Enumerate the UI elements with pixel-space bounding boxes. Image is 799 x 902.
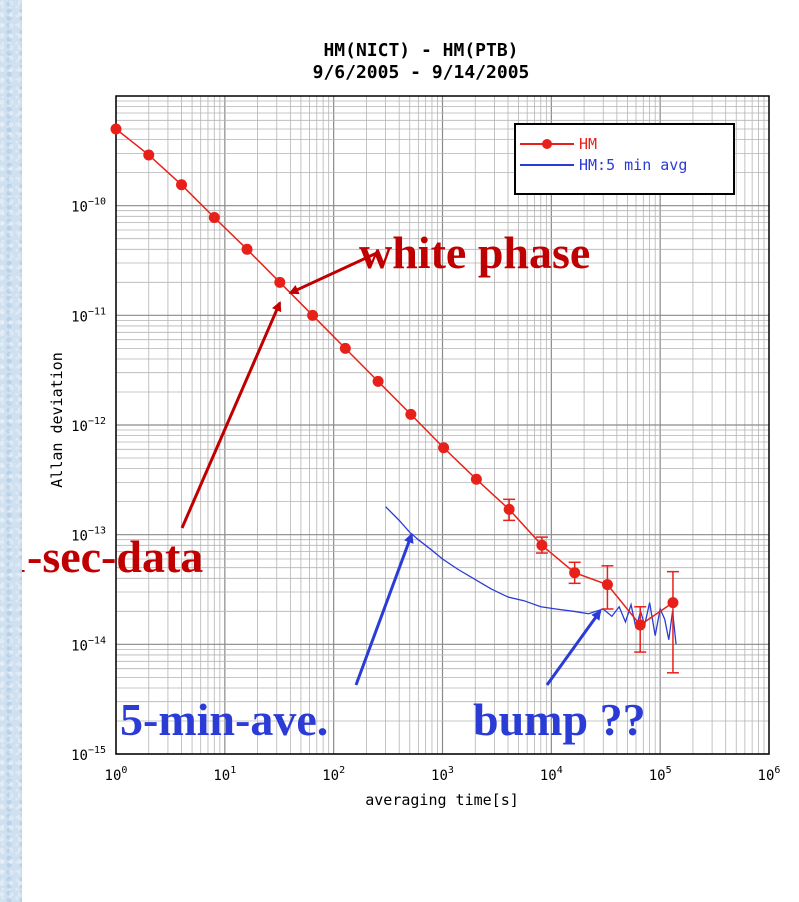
y-tick-label: 10−12: [71, 416, 106, 435]
x-tick-label: 101: [213, 765, 236, 784]
x-tick-label: 106: [758, 765, 781, 784]
y-tick-label: 10−10: [71, 197, 106, 216]
x-tick-label: 104: [540, 765, 563, 784]
five-min-ave-arrow: [354, 532, 414, 686]
series-line-hm: [115, 128, 674, 627]
data-point-hm: [143, 149, 155, 161]
annotation-white-phase: white phase: [359, 227, 590, 278]
legend-hm-marker: [542, 139, 552, 149]
x-tick-label: 102: [322, 765, 345, 784]
x-tick-label: 100: [105, 765, 128, 784]
data-point-hm: [372, 375, 384, 387]
chart-panel: HM(NICT) - HM(PTB) 9/6/2005 - 9/14/2005 …: [22, 0, 799, 902]
data-point-hm: [536, 539, 548, 551]
data-point-hm: [438, 442, 450, 454]
one-sec-data-arrow: [180, 301, 282, 529]
legend-box: [514, 123, 735, 195]
y-tick-label: 10−11: [71, 306, 106, 325]
y-axis-label: Allan deviation: [48, 352, 66, 487]
annotation-bump: bump ??: [473, 694, 646, 745]
grid-lines: [115, 96, 769, 755]
data-point-hm: [110, 123, 122, 135]
annotation-5-min-ave: 5-min-ave.: [120, 694, 328, 745]
data-point-hm: [470, 473, 482, 485]
data-point-hm: [569, 567, 581, 579]
y-tick-label: 10−15: [71, 745, 106, 764]
allan-deviation-chart: HM(NICT) - HM(PTB) 9/6/2005 - 9/14/2005 …: [22, 40, 781, 809]
data-point-hm: [667, 597, 679, 609]
x-tick-label: 105: [649, 765, 672, 784]
series-hm: [110, 123, 679, 674]
legend-5min-label: HM:5 min avg: [579, 156, 687, 174]
data-point-hm: [274, 276, 286, 288]
data-point-hm: [176, 179, 188, 191]
chart-title-line1: HM(NICT) - HM(PTB): [323, 40, 518, 61]
legend: HM HM:5 min avg: [514, 123, 735, 195]
x-tick-labels: 100 101 102 103 104 105 106: [105, 765, 781, 784]
annotations: white phase 1-sec-data 5-min-ave. bump ?…: [22, 227, 646, 745]
data-point-hm: [601, 579, 613, 591]
plot-frame: [115, 95, 770, 755]
data-point-hm: [208, 212, 220, 224]
chart-title-line2: 9/6/2005 - 9/14/2005: [313, 62, 530, 83]
data-point-hm: [405, 408, 417, 420]
y-tick-labels: 10−10 10−11 10−12 10−13 10−14 10−15: [71, 197, 106, 764]
y-tick-label: 10−13: [71, 526, 106, 545]
data-point-hm: [503, 503, 515, 515]
annotation-1-sec-data: 1-sec-data: [22, 531, 203, 582]
series-line-5min-avg: [385, 506, 677, 645]
x-tick-label: 103: [431, 765, 454, 784]
data-point-hm: [339, 342, 351, 354]
white-phase-arrow: [288, 250, 380, 295]
y-tick-label: 10−14: [71, 635, 106, 654]
data-point-hm: [307, 309, 319, 321]
bump-arrow: [545, 609, 602, 686]
data-point-hm: [241, 243, 253, 255]
series-hm-5min-avg: [385, 506, 677, 645]
x-axis-label: averaging time[s]: [365, 791, 519, 809]
legend-hm-label: HM: [579, 135, 597, 153]
data-point-hm: [634, 619, 646, 631]
